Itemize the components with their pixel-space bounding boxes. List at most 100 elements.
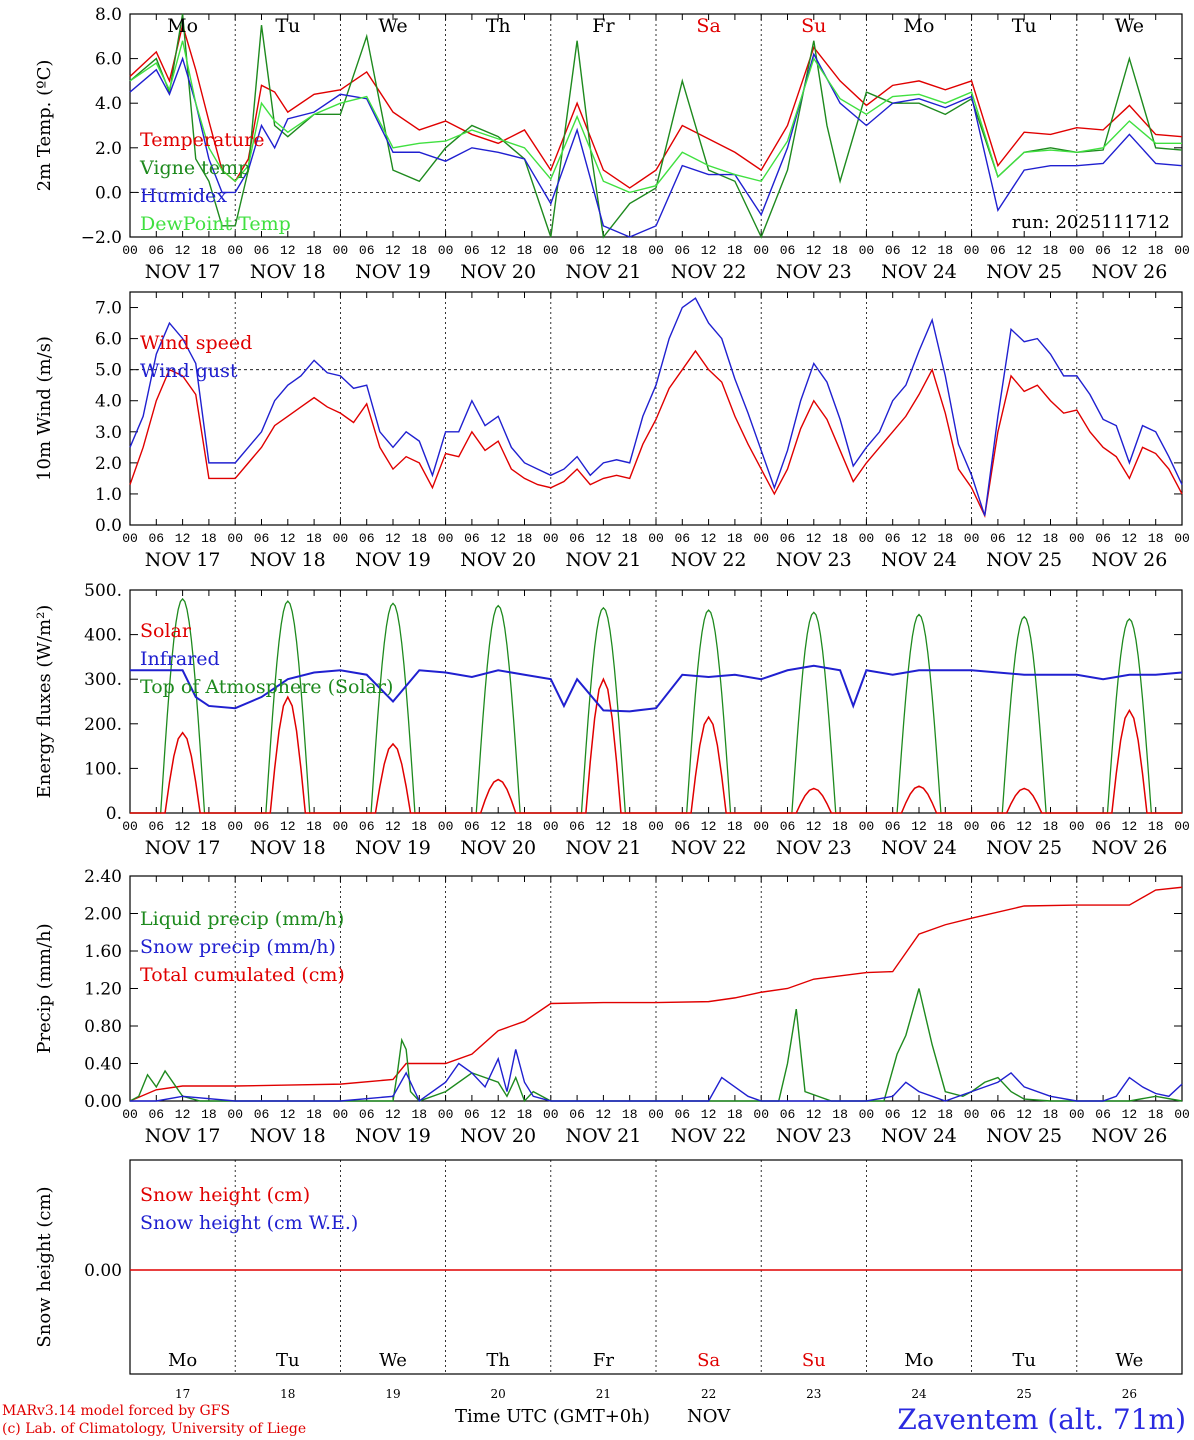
hour-tick-label: 00 — [859, 819, 875, 834]
y-tick-label: 1.60 — [84, 942, 122, 962]
y-tick-label: 4.0 — [95, 392, 122, 412]
hour-tick-label: 00 — [122, 1107, 138, 1122]
model-credit: MARv3.14 model forced by GFS — [2, 1403, 231, 1419]
x-axis-label: Time UTC (GMT+0h) — [455, 1406, 650, 1427]
month-label: NOV — [687, 1406, 731, 1427]
hour-tick-label: 06 — [885, 1107, 901, 1122]
hour-tick-label: 12 — [911, 243, 927, 258]
hour-tick-label: 06 — [148, 243, 164, 258]
hour-tick-label: 00 — [964, 531, 980, 546]
hour-tick-label: 06 — [254, 531, 270, 546]
hour-tick-label: 12 — [596, 243, 612, 258]
hour-tick-label: 00 — [227, 243, 243, 258]
hour-tick-label: 12 — [1122, 243, 1138, 258]
series-humidex — [129, 52, 1183, 238]
hour-tick-label: 06 — [254, 819, 270, 834]
hour-tick-label: 12 — [806, 243, 822, 258]
date-label: NOV 25 — [986, 1125, 1062, 1147]
hour-tick-label: 06 — [990, 531, 1006, 546]
hour-tick-label: 00 — [1069, 1107, 1085, 1122]
date-label: NOV 21 — [565, 549, 641, 571]
hour-tick-label: 12 — [385, 531, 401, 546]
hour-tick-label: 12 — [701, 1107, 717, 1122]
hour-tick-label: 00 — [753, 243, 769, 258]
day-of-week: Su — [801, 15, 826, 37]
hour-tick-label: 12 — [175, 1107, 191, 1122]
hour-tick-label: 18 — [1148, 243, 1164, 258]
date-label: NOV 18 — [250, 549, 326, 571]
hour-tick-label: 12 — [385, 819, 401, 834]
hour-tick-label: 12 — [596, 1107, 612, 1122]
hour-tick-label: 06 — [1095, 243, 1111, 258]
meteogram: 00 06 12 18 00 06 12 18 00 06 12 18 00 06 12 18 00 06 12 18… — [34, 5, 1190, 1400]
hour-tick-label: 00 — [227, 1107, 243, 1122]
hour-tick-label: 12 — [1016, 819, 1032, 834]
hour-tick-label: 00 — [648, 243, 664, 258]
date-label: NOV 24 — [881, 261, 957, 283]
legend-entry: Solar — [140, 620, 192, 642]
hour-tick-label: 18 — [727, 243, 743, 258]
y-tick-label: 4.0 — [95, 94, 122, 114]
hour-tick-label: 12 — [911, 819, 927, 834]
legend-entry: Temperature — [140, 129, 264, 151]
hour-tick-label: 06 — [674, 1107, 690, 1122]
hour-tick-label: 18 — [201, 1107, 217, 1122]
hour-tick-label: 12 — [701, 243, 717, 258]
hour-tick-label: 00 — [964, 1107, 980, 1122]
legend-entry: Wind speed — [140, 332, 252, 354]
legend-entry: Snow precip (mm/h) — [140, 936, 336, 958]
date-label: NOV 23 — [776, 837, 852, 859]
day-number: 17 — [175, 1387, 190, 1400]
hour-tick-label: 06 — [464, 531, 480, 546]
date-label: NOV 17 — [145, 837, 221, 859]
hour-tick-label: 12 — [385, 1107, 401, 1122]
y-axis-label: 2m Temp. (ºC) — [34, 60, 55, 192]
day-number: 20 — [491, 1387, 506, 1400]
hour-tick-label: 00 — [753, 819, 769, 834]
day-of-week-bottom: Sa — [697, 1350, 720, 1371]
date-label: NOV 25 — [986, 549, 1062, 571]
y-tick-label: 2.0 — [95, 139, 122, 159]
y-tick-label: 1.20 — [84, 980, 122, 1000]
day-of-week: Fr — [592, 15, 615, 37]
hour-tick-label: 12 — [806, 1107, 822, 1122]
day-number: 21 — [596, 1387, 611, 1400]
hour-tick-label: 18 — [201, 243, 217, 258]
series-temperature — [129, 22, 1183, 189]
hour-tick-label: 06 — [1095, 819, 1111, 834]
date-label: NOV 25 — [986, 261, 1062, 283]
legend-entry: Infrared — [140, 648, 220, 670]
hour-tick-label: 06 — [148, 819, 164, 834]
hour-tick-label: 00 — [122, 819, 138, 834]
date-label: NOV 25 — [986, 837, 1062, 859]
hour-tick-label: 18 — [306, 819, 322, 834]
date-label: NOV 22 — [671, 261, 747, 283]
day-of-week: Tu — [1012, 15, 1037, 37]
hour-tick-label: 12 — [490, 531, 506, 546]
y-tick-label: 0.00 — [84, 1261, 122, 1281]
hour-tick-label: 12 — [280, 243, 296, 258]
date-label: NOV 23 — [776, 261, 852, 283]
hour-tick-label: 06 — [569, 531, 585, 546]
y-tick-label: 7.0 — [95, 299, 122, 319]
hour-tick-label: 06 — [464, 819, 480, 834]
legend-entry: Vigne temp — [139, 157, 250, 179]
hour-tick-label: 06 — [464, 1107, 480, 1122]
hour-tick-label: 12 — [280, 819, 296, 834]
panel-wind — [129, 291, 1183, 526]
hour-tick-label: 18 — [517, 243, 533, 258]
panel-snow — [129, 1159, 1183, 1375]
date-label: NOV 24 — [881, 549, 957, 571]
hour-tick-label: 18 — [306, 1107, 322, 1122]
hour-tick-label: 00 — [438, 531, 454, 546]
hour-tick-label: 06 — [780, 531, 796, 546]
hour-tick-label: 06 — [569, 819, 585, 834]
hour-tick-label: 06 — [359, 819, 375, 834]
run-label: run: 2025111712 — [1012, 212, 1170, 233]
hour-tick-label: 12 — [385, 243, 401, 258]
series-wind-gust — [129, 297, 1183, 516]
hour-tick-label: 18 — [622, 531, 638, 546]
hour-tick-label: 18 — [727, 531, 743, 546]
legend-entry: Top of Atmosphere (Solar) — [140, 676, 393, 698]
hour-tick-label: 12 — [280, 1107, 296, 1122]
